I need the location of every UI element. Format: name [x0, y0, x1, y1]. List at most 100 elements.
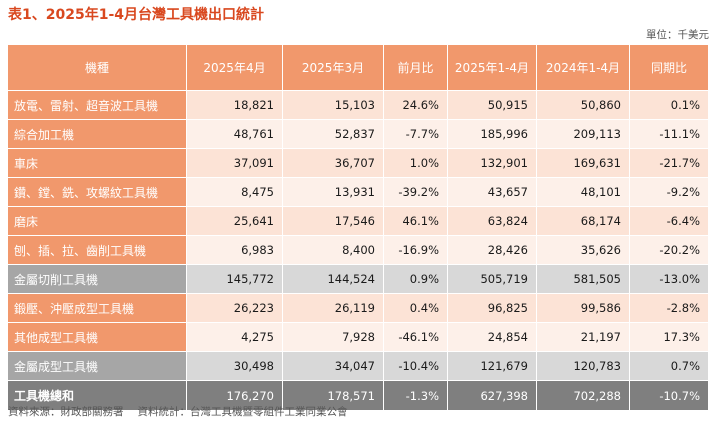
subtotal-row: 金屬切削工具機 145,772 144,524 0.9% 505,719 581…	[8, 264, 708, 293]
cell-apr-2025: 25,641	[187, 206, 283, 235]
source-note: 資料來源：財政部關務署 資料統計：台灣工具機暨零組件工業同業公會	[8, 404, 348, 420]
row-label: 其他成型工具機	[8, 322, 187, 351]
table-row: 磨床 25,641 17,546 46.1% 63,824 68,174 -6.…	[8, 206, 708, 235]
header-mar-2025: 2025年3月	[283, 45, 384, 90]
cell-ytd-2025: 28,426	[448, 235, 537, 264]
cell-yoy-change: -10.7%	[630, 380, 708, 410]
cell-mar-2025: 36,707	[283, 148, 384, 177]
cell-apr-2025: 176,270	[187, 380, 283, 410]
unit-note: 單位：千美元	[646, 29, 709, 41]
cell-mom-change: -1.3%	[384, 380, 448, 410]
cell-mom-change: -39.2%	[384, 177, 448, 206]
row-label: 放電、雷射、超音波工具機	[8, 90, 187, 119]
cell-mom-change: 0.9%	[384, 264, 448, 293]
cell-ytd-2024: 50,860	[537, 90, 630, 119]
cell-apr-2025: 18,821	[187, 90, 283, 119]
cell-ytd-2024: 169,631	[537, 148, 630, 177]
compiled-by-text: 資料統計：台灣工具機暨零組件工業同業公會	[137, 406, 348, 418]
table-row: 車床 37,091 36,707 1.0% 132,901 169,631 -2…	[8, 148, 708, 177]
cell-ytd-2024: 209,113	[537, 119, 630, 148]
header-ytd-2025: 2025年1-4月	[448, 45, 537, 90]
cell-mar-2025: 15,103	[283, 90, 384, 119]
cell-mom-change: 24.6%	[384, 90, 448, 119]
cell-yoy-change: -20.2%	[630, 235, 708, 264]
cell-yoy-change: -2.8%	[630, 293, 708, 322]
export-stats-table: 機種 2025年4月 2025年3月 前月比 2025年1-4月 2024年1-…	[8, 45, 708, 410]
header-ytd-2024: 2024年1-4月	[537, 45, 630, 90]
subtotal-row: 金屬成型工具機 30,498 34,047 -10.4% 121,679 120…	[8, 351, 708, 380]
cell-ytd-2025: 24,854	[448, 322, 537, 351]
cell-ytd-2025: 96,825	[448, 293, 537, 322]
cell-apr-2025: 4,275	[187, 322, 283, 351]
cell-ytd-2024: 48,101	[537, 177, 630, 206]
row-label: 金屬成型工具機	[8, 351, 187, 380]
row-label: 工具機總和	[8, 380, 187, 410]
data-source-text: 資料來源：財政部關務署	[8, 406, 124, 418]
cell-yoy-change: -11.1%	[630, 119, 708, 148]
cell-mom-change: -46.1%	[384, 322, 448, 351]
cell-mom-change: 1.0%	[384, 148, 448, 177]
table-row: 刨、插、拉、齒削工具機 6,983 8,400 -16.9% 28,426 35…	[8, 235, 708, 264]
cell-ytd-2025: 43,657	[448, 177, 537, 206]
header-mom-change: 前月比	[384, 45, 448, 90]
cell-mar-2025: 144,524	[283, 264, 384, 293]
row-label: 鍛壓、沖壓成型工具機	[8, 293, 187, 322]
header-apr-2025: 2025年4月	[187, 45, 283, 90]
row-label: 綜合加工機	[8, 119, 187, 148]
table-row: 其他成型工具機 4,275 7,928 -46.1% 24,854 21,197…	[8, 322, 708, 351]
cell-mar-2025: 7,928	[283, 322, 384, 351]
header-machine-type: 機種	[8, 45, 187, 90]
cell-apr-2025: 30,498	[187, 351, 283, 380]
cell-mom-change: 0.4%	[384, 293, 448, 322]
cell-yoy-change: 0.7%	[630, 351, 708, 380]
cell-ytd-2024: 21,197	[537, 322, 630, 351]
row-label: 車床	[8, 148, 187, 177]
cell-apr-2025: 26,223	[187, 293, 283, 322]
table-row: 鍛壓、沖壓成型工具機 26,223 26,119 0.4% 96,825 99,…	[8, 293, 708, 322]
row-label: 金屬切削工具機	[8, 264, 187, 293]
header-yoy-change: 同期比	[630, 45, 708, 90]
cell-mar-2025: 13,931	[283, 177, 384, 206]
cell-yoy-change: -9.2%	[630, 177, 708, 206]
cell-mar-2025: 8,400	[283, 235, 384, 264]
cell-yoy-change: 0.1%	[630, 90, 708, 119]
cell-yoy-change: -21.7%	[630, 148, 708, 177]
cell-mar-2025: 34,047	[283, 351, 384, 380]
cell-ytd-2024: 120,783	[537, 351, 630, 380]
cell-ytd-2024: 581,505	[537, 264, 630, 293]
cell-mom-change: 46.1%	[384, 206, 448, 235]
table-title: 表1、2025年1-4月台灣工具機出口統計	[8, 7, 264, 23]
cell-mar-2025: 178,571	[283, 380, 384, 410]
table-row: 放電、雷射、超音波工具機 18,821 15,103 24.6% 50,915 …	[8, 90, 708, 119]
cell-mom-change: -16.9%	[384, 235, 448, 264]
cell-ytd-2024: 702,288	[537, 380, 630, 410]
cell-apr-2025: 48,761	[187, 119, 283, 148]
cell-mom-change: -7.7%	[384, 119, 448, 148]
table-row: 綜合加工機 48,761 52,837 -7.7% 185,996 209,11…	[8, 119, 708, 148]
cell-apr-2025: 8,475	[187, 177, 283, 206]
row-label: 鑽、鏜、銑、攻螺紋工具機	[8, 177, 187, 206]
table-row: 鑽、鏜、銑、攻螺紋工具機 8,475 13,931 -39.2% 43,657 …	[8, 177, 708, 206]
total-row: 工具機總和 176,270 178,571 -1.3% 627,398 702,…	[8, 380, 708, 410]
cell-apr-2025: 145,772	[187, 264, 283, 293]
cell-mar-2025: 17,546	[283, 206, 384, 235]
cell-ytd-2024: 68,174	[537, 206, 630, 235]
cell-mar-2025: 52,837	[283, 119, 384, 148]
cell-ytd-2025: 627,398	[448, 380, 537, 410]
cell-ytd-2025: 185,996	[448, 119, 537, 148]
cell-apr-2025: 37,091	[187, 148, 283, 177]
cell-mar-2025: 26,119	[283, 293, 384, 322]
cell-ytd-2025: 63,824	[448, 206, 537, 235]
cell-ytd-2025: 121,679	[448, 351, 537, 380]
cell-yoy-change: -6.4%	[630, 206, 708, 235]
cell-ytd-2024: 35,626	[537, 235, 630, 264]
row-label: 磨床	[8, 206, 187, 235]
cell-yoy-change: 17.3%	[630, 322, 708, 351]
cell-ytd-2024: 99,586	[537, 293, 630, 322]
cell-ytd-2025: 505,719	[448, 264, 537, 293]
cell-mom-change: -10.4%	[384, 351, 448, 380]
cell-apr-2025: 6,983	[187, 235, 283, 264]
cell-yoy-change: -13.0%	[630, 264, 708, 293]
cell-ytd-2025: 50,915	[448, 90, 537, 119]
cell-ytd-2025: 132,901	[448, 148, 537, 177]
